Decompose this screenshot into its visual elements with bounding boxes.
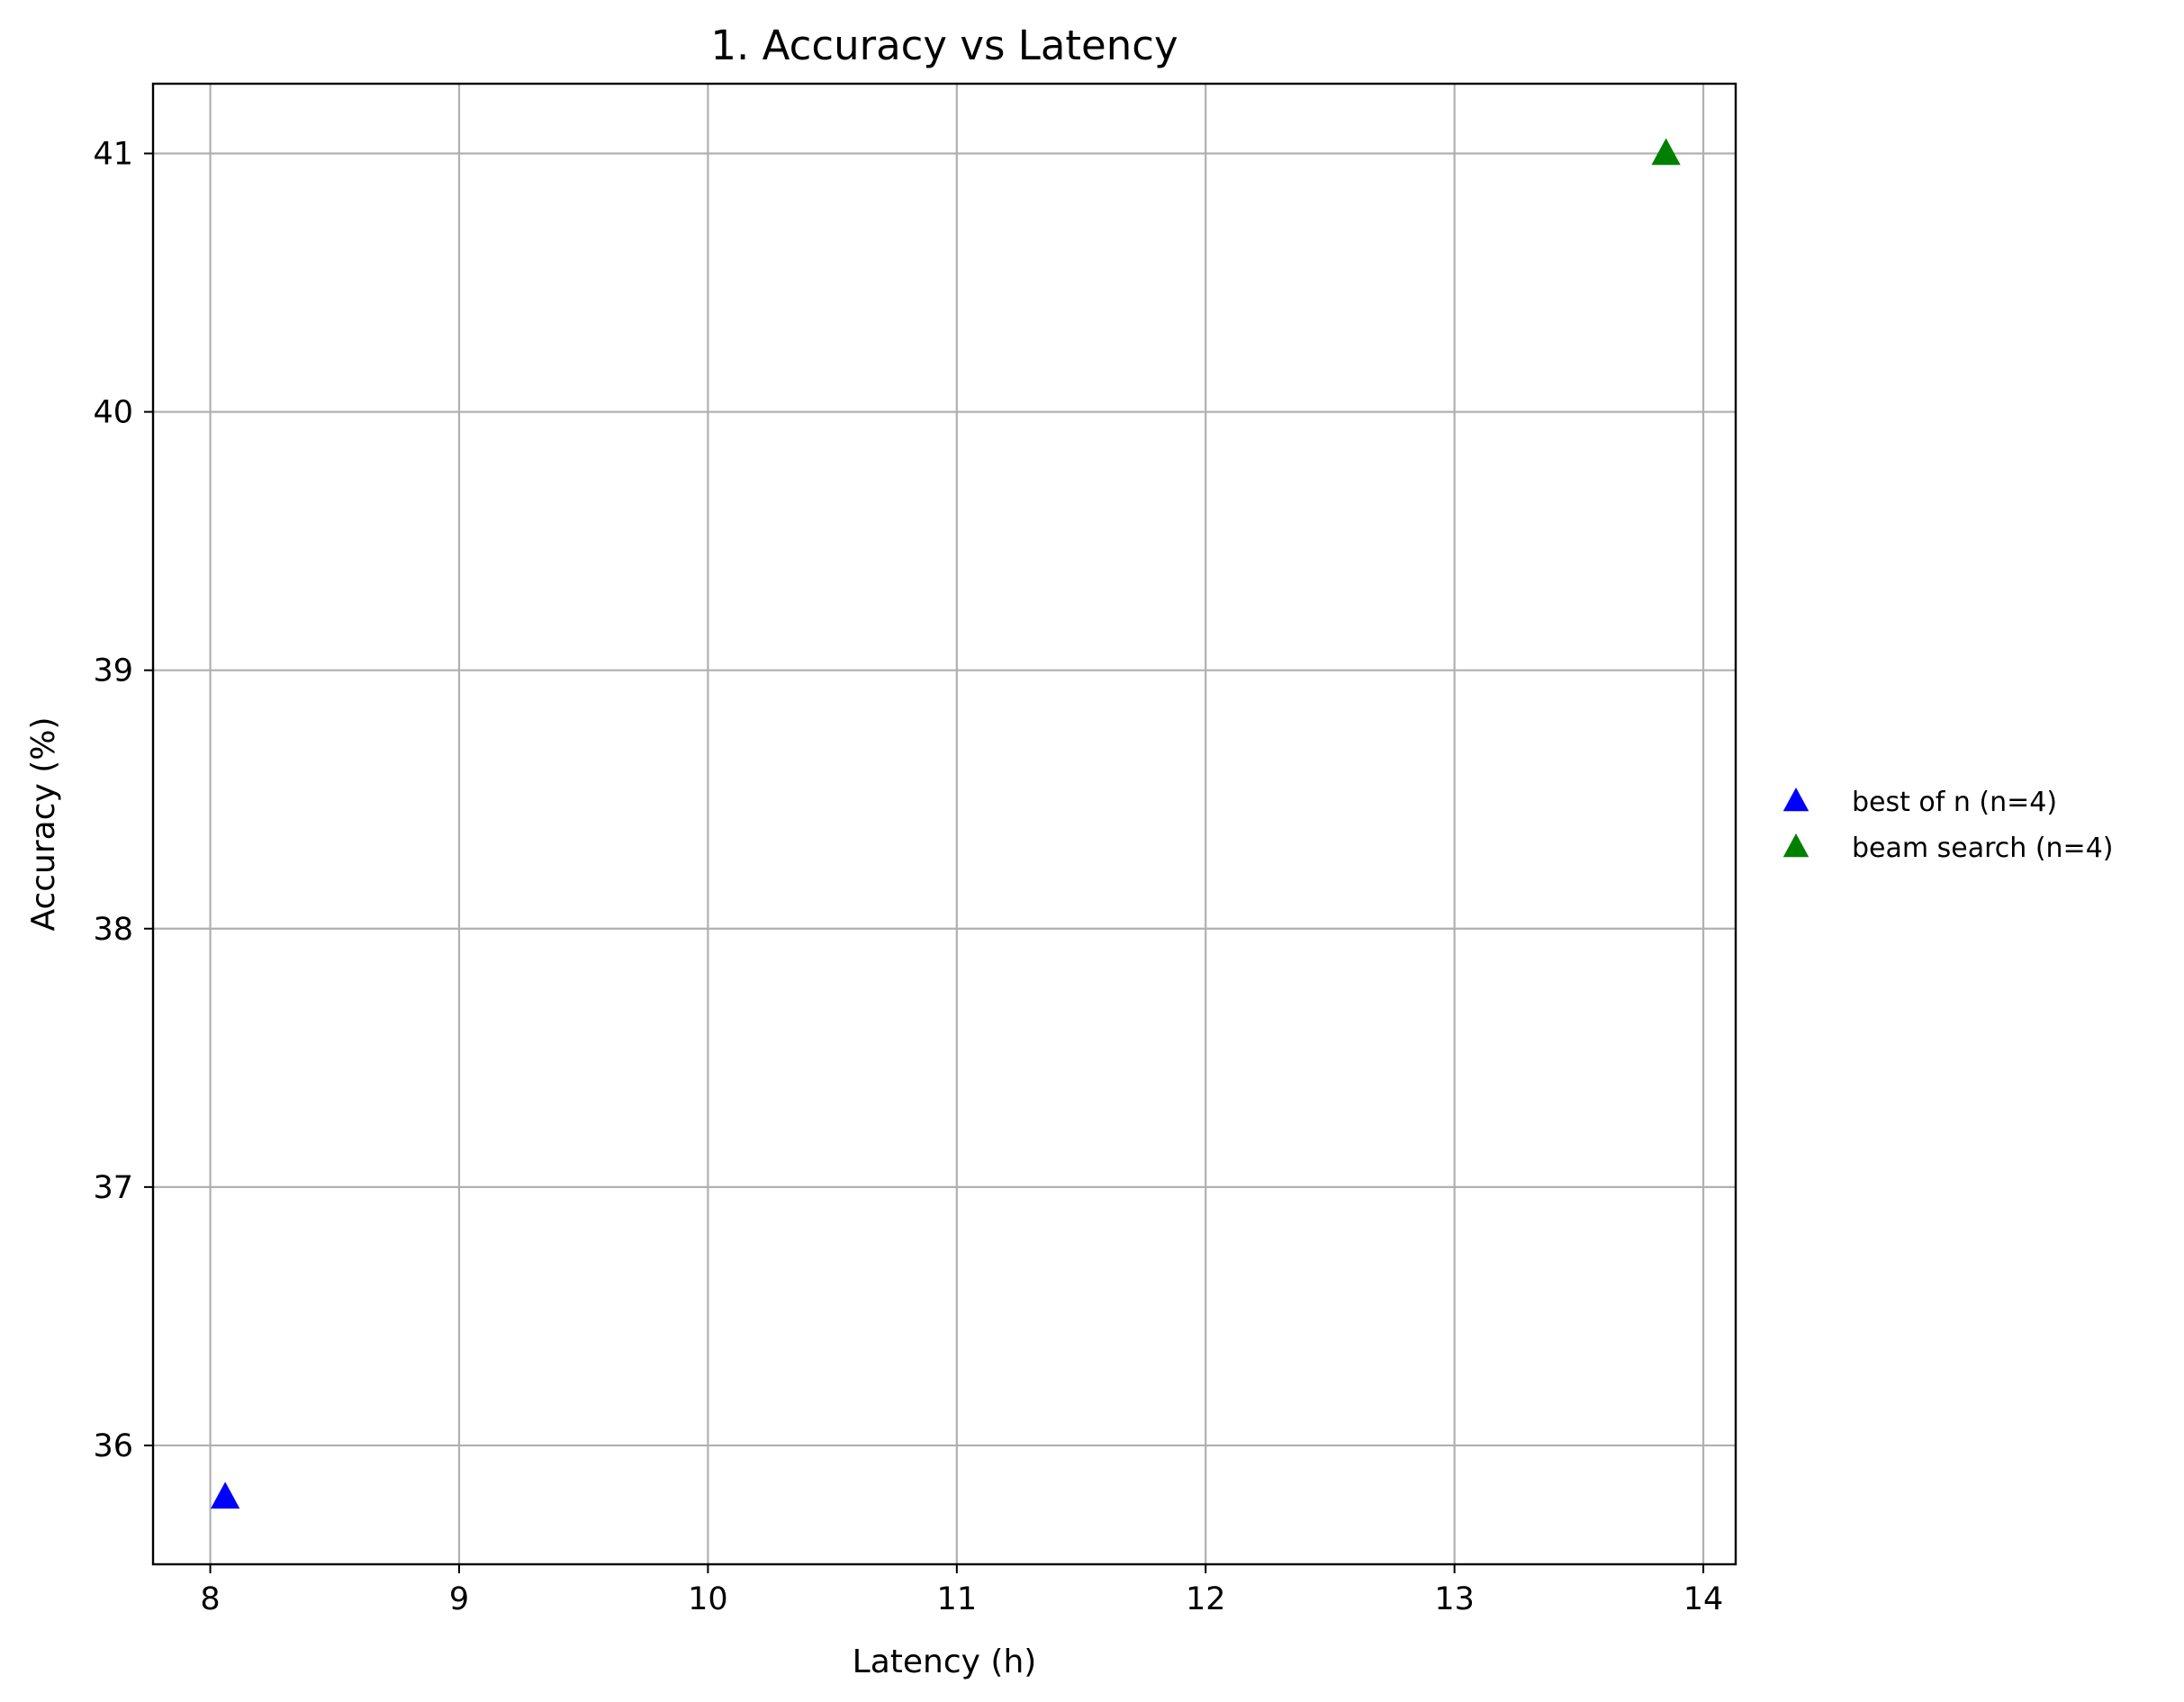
plot-frame: [151, 82, 1737, 1566]
x-tick-label: 9: [449, 1581, 469, 1617]
data-point-beam-search: [1651, 138, 1681, 166]
y-axis-label: Accuracy (%): [25, 716, 62, 931]
data-points: [211, 138, 1681, 1509]
legend-marker: [1782, 788, 1809, 812]
legend-label: beam search (n=4): [1852, 833, 2113, 864]
y-tick-label: 36: [93, 1428, 133, 1464]
grid-lines: [153, 84, 1736, 1564]
x-tick-label: 10: [688, 1581, 728, 1617]
x-tick-label: 14: [1683, 1581, 1724, 1617]
y-tick-label: 39: [93, 653, 133, 689]
x-axis-label: Latency (h): [853, 1643, 1037, 1680]
x-tick-label: 11: [937, 1581, 978, 1617]
y-tick-label: 41: [93, 137, 133, 173]
x-tick-label: 12: [1186, 1581, 1226, 1617]
legend-marker: [1782, 833, 1809, 858]
x-tick-label: 8: [200, 1581, 220, 1617]
y-tick-label: 38: [93, 912, 133, 948]
y-tick-label: 40: [93, 395, 133, 431]
legend: best of n (n=4) beam search (n=4): [1782, 787, 2113, 864]
axis-ticks: 8 9 10 11 12 13 14 36 37 38 39 40 41: [93, 137, 1723, 1617]
y-tick-label: 37: [93, 1170, 133, 1206]
x-tick-label: 13: [1434, 1581, 1475, 1617]
data-point-best-of-n: [211, 1481, 240, 1509]
chart-title: 1. Accuracy vs Latency: [710, 22, 1178, 69]
legend-label: best of n (n=4): [1852, 787, 2057, 818]
